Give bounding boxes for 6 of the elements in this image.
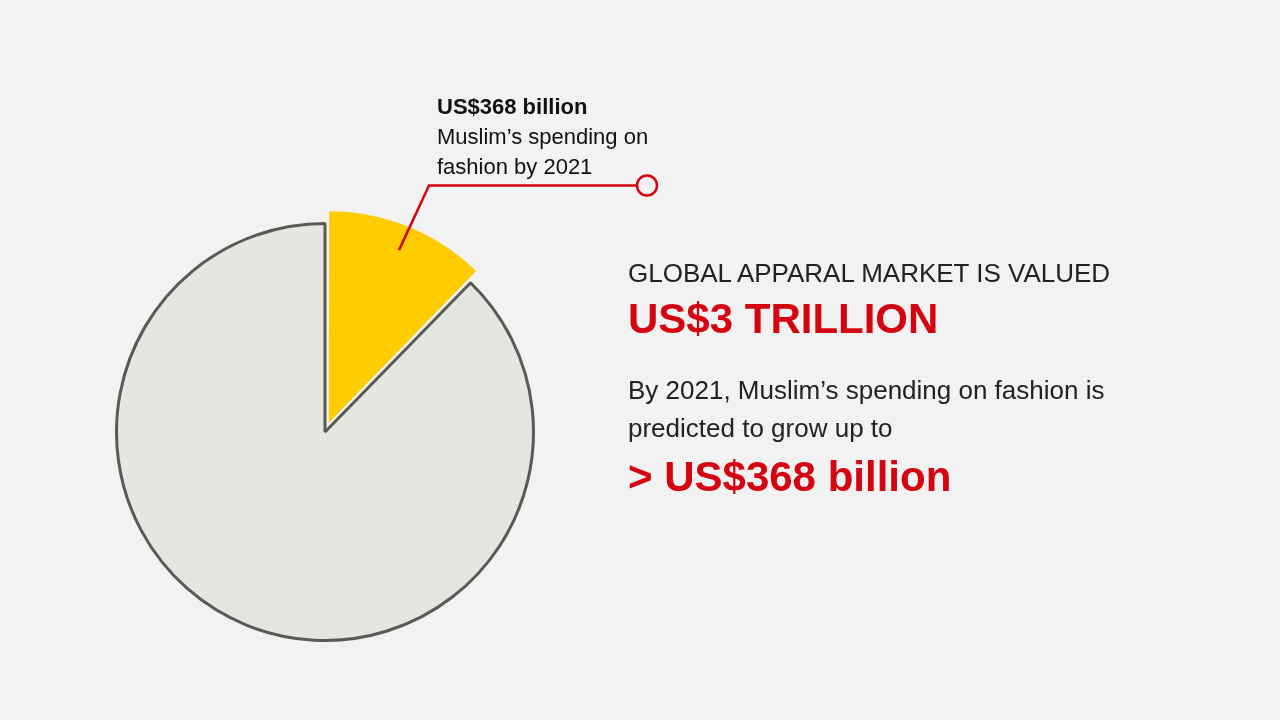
text: > US$368 billion: [628, 453, 953, 501]
data-label: US$368 billion: [437, 93, 588, 119]
slice-label: Muslim’s spending on fashion by 2021: [437, 123, 649, 179]
text: By 2021, Muslim’s spending on fashion is predicted to grow up to: [628, 374, 1106, 445]
text: US$3 TRILLION: [628, 295, 940, 343]
text: GLOBAL APPARAL MARKET IS VALUED: [628, 258, 1112, 289]
